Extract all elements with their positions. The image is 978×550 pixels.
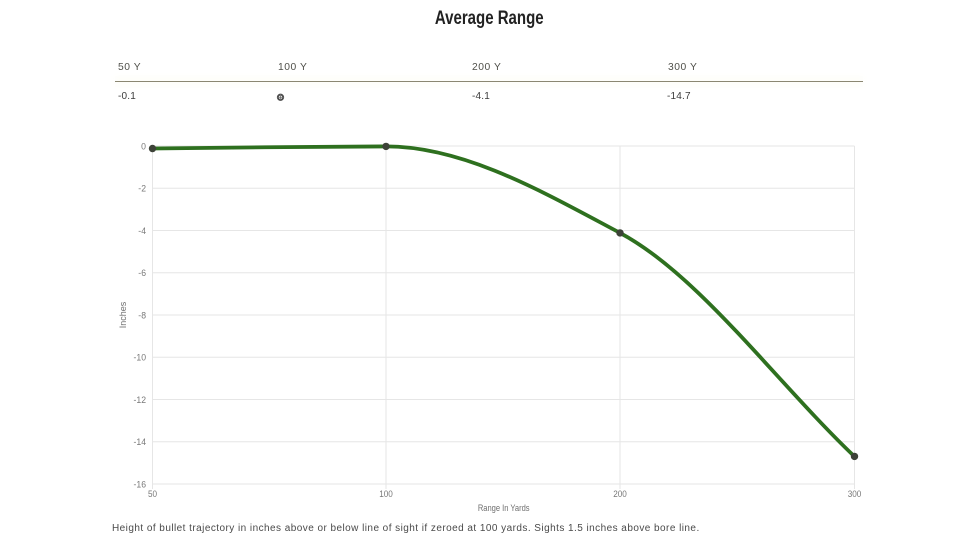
svg-text:-14: -14 [133,437,146,447]
svg-text:Inches: Inches [118,301,128,328]
svg-text:-10: -10 [133,352,146,362]
svg-text:-8: -8 [138,310,146,320]
svg-text:50: 50 [148,489,157,500]
svg-text:100: 100 [379,489,393,500]
svg-text:-6: -6 [138,268,146,278]
svg-text:300: 300 [848,489,862,500]
svg-text:Range In Yards: Range In Yards [478,503,530,514]
svg-text:200: 200 [613,489,627,500]
svg-text:0: 0 [141,141,146,151]
svg-text:-16: -16 [133,479,146,489]
svg-text:-2: -2 [138,183,146,193]
svg-text:-12: -12 [133,395,146,405]
svg-text:-4: -4 [138,226,146,236]
